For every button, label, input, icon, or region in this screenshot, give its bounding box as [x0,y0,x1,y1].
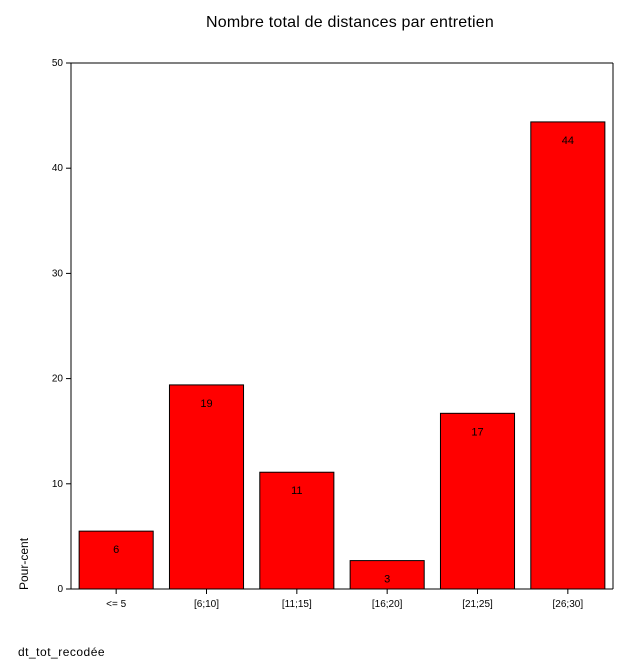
y-tick-label: 10 [52,479,64,490]
y-tick-label: 40 [52,163,64,174]
bar [530,121,606,590]
bar-data-label: 6 [113,544,119,556]
y-axis: 0 10 20 30 40 50 [52,58,72,595]
x-tick-label: [6;10] [194,599,219,610]
bar [439,412,516,590]
x-tick-label: <= 5 [106,599,126,610]
bar-data-label: 11 [291,485,302,497]
x-tick-label: [11;15] [282,599,312,610]
bar-data-label: 3 [384,574,390,586]
bar-data-label: 19 [200,398,212,410]
bar-data-label: 17 [471,426,483,438]
x-tick-label: [16;20] [372,599,403,610]
y-tick-label: 30 [52,268,64,279]
y-tick-label: 20 [52,374,64,385]
x-tick-label: [26;30] [553,599,584,610]
chart-title: Nombre total de distances par entretien [206,14,494,31]
bar [168,384,245,590]
bar [78,530,154,590]
x-axis: <= 5 [6;10] [11;15] [16;20] [21;25] [26;30] [71,588,613,610]
bar-data-label: 44 [562,135,574,147]
y-tick-label: 50 [52,58,64,69]
y-axis-label: Pour-cent [17,537,31,590]
bar [349,560,425,590]
x-tick-label: [21;25] [462,599,493,610]
bars: 6 19 11 3 17 44 [78,121,606,590]
plot-frame [71,62,614,589]
x-axis-label: dt_tot_recodée [18,645,106,659]
y-tick-label: 0 [57,584,63,595]
bar [259,471,335,590]
